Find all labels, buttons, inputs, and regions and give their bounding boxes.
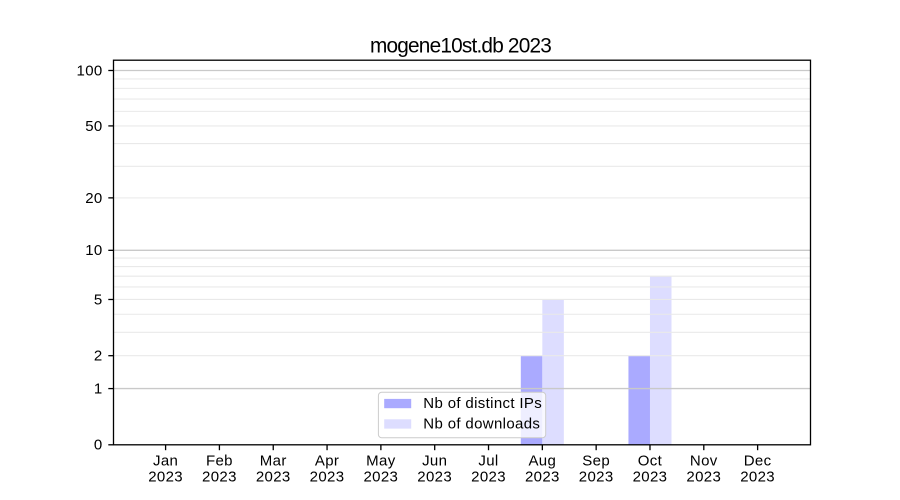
svg-text:1: 1 bbox=[94, 380, 103, 397]
svg-text:2023: 2023 bbox=[202, 468, 237, 485]
svg-text:5: 5 bbox=[94, 291, 103, 308]
svg-text:2023: 2023 bbox=[256, 468, 291, 485]
svg-text:50: 50 bbox=[85, 118, 102, 135]
svg-text:2023: 2023 bbox=[310, 468, 345, 485]
svg-text:Feb: Feb bbox=[206, 452, 233, 469]
svg-text:20: 20 bbox=[85, 190, 102, 207]
svg-text:Nb of distinct IPs: Nb of distinct IPs bbox=[423, 395, 542, 412]
svg-text:Dec: Dec bbox=[744, 452, 772, 469]
svg-text:100: 100 bbox=[77, 62, 103, 79]
svg-text:2023: 2023 bbox=[686, 468, 721, 485]
svg-text:2023: 2023 bbox=[525, 468, 560, 485]
svg-text:10: 10 bbox=[85, 242, 102, 259]
svg-text:mogene10st.db 2023: mogene10st.db 2023 bbox=[370, 34, 551, 57]
svg-text:2023: 2023 bbox=[579, 468, 614, 485]
svg-text:Aug: Aug bbox=[528, 452, 556, 469]
svg-text:2: 2 bbox=[94, 348, 103, 365]
svg-text:2023: 2023 bbox=[148, 468, 183, 485]
svg-text:2023: 2023 bbox=[417, 468, 452, 485]
svg-text:Nov: Nov bbox=[690, 452, 718, 469]
svg-text:2023: 2023 bbox=[740, 468, 775, 485]
svg-text:2023: 2023 bbox=[633, 468, 668, 485]
svg-text:Jun: Jun bbox=[422, 452, 447, 469]
svg-text:2023: 2023 bbox=[471, 468, 506, 485]
svg-text:2023: 2023 bbox=[363, 468, 398, 485]
svg-text:Nb of downloads: Nb of downloads bbox=[423, 416, 540, 433]
svg-text:Jul: Jul bbox=[478, 452, 498, 469]
svg-text:Oct: Oct bbox=[638, 452, 663, 469]
svg-text:0: 0 bbox=[94, 437, 103, 454]
svg-text:May: May bbox=[366, 452, 396, 469]
svg-text:Jan: Jan bbox=[153, 452, 178, 469]
svg-text:Mar: Mar bbox=[260, 452, 287, 469]
svg-text:Sep: Sep bbox=[582, 452, 610, 469]
svg-text:Apr: Apr bbox=[315, 452, 339, 469]
